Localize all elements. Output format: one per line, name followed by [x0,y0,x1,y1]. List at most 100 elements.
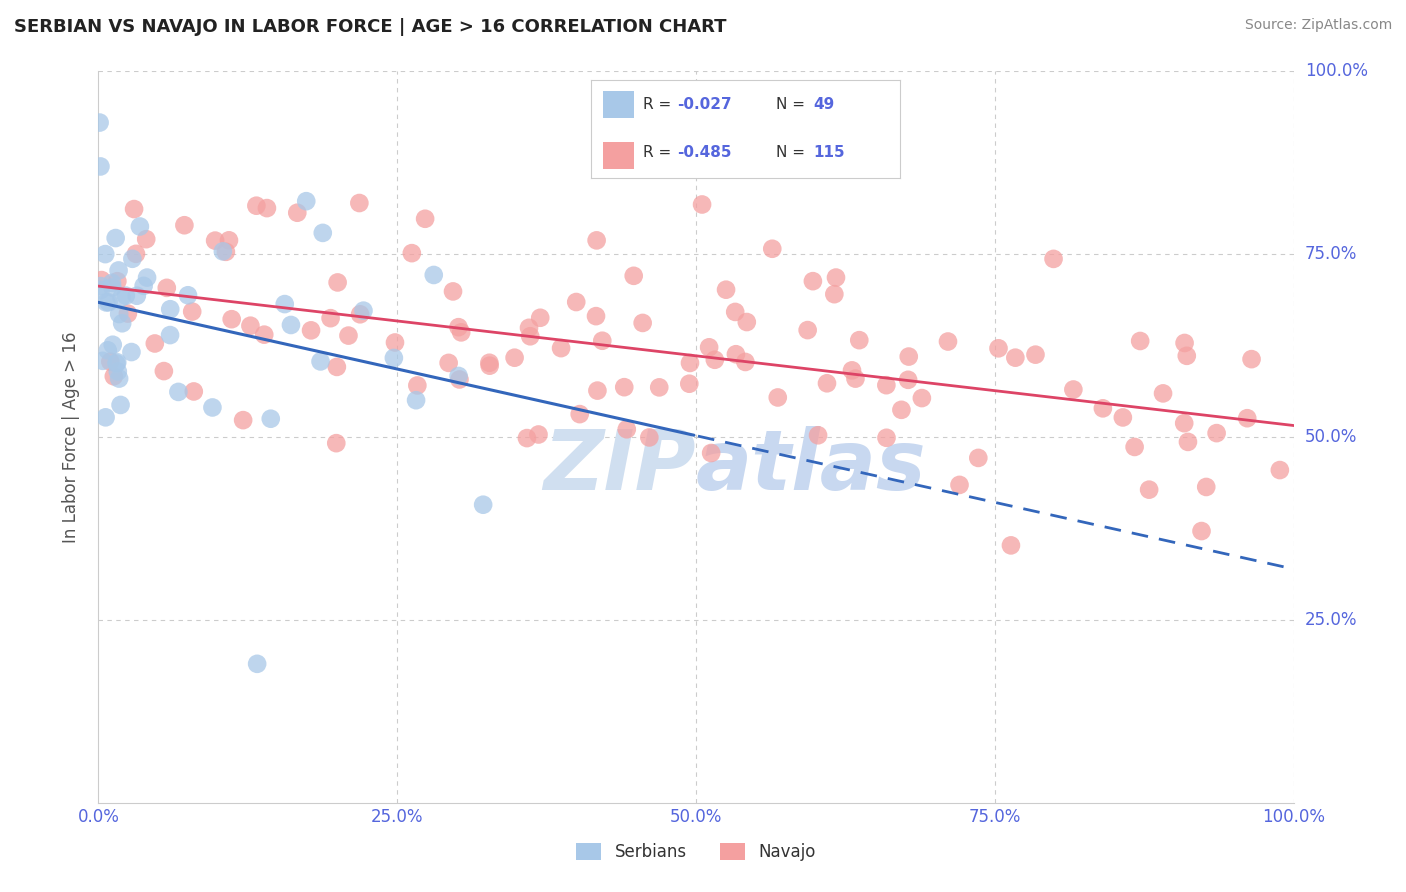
Point [1191,524,1213,538]
Point [638,430,661,444]
Point [246,657,269,671]
Point [218,233,240,247]
Point [565,295,588,310]
Point [586,384,609,398]
Point [848,333,870,347]
Point [101,276,124,290]
Point [105,355,128,369]
Point [90,283,112,297]
Point [94,247,117,261]
Point [1091,401,1114,416]
Point [107,263,129,277]
Point [349,307,371,321]
Point [105,274,128,288]
Point [353,303,375,318]
Point [1024,348,1046,362]
Point [890,402,912,417]
Point [110,290,132,304]
Point [309,354,332,368]
Point [591,334,613,348]
Point [714,283,737,297]
Point [678,376,700,391]
Y-axis label: In Labor Force | Age > 16: In Labor Force | Age > 16 [62,331,80,543]
Point [253,327,276,342]
Point [734,355,756,369]
Point [1000,538,1022,552]
Point [177,288,200,302]
Point [700,446,723,460]
Point [319,311,342,326]
Point [550,341,572,355]
Point [703,352,725,367]
Text: 25.0%: 25.0% [1305,611,1357,629]
Point [413,211,436,226]
Point [585,233,607,247]
Point [104,231,127,245]
Point [807,428,830,442]
Point [967,450,990,465]
Point [143,336,166,351]
Point [256,201,278,215]
Point [105,356,128,370]
Point [239,318,262,333]
Point [295,194,318,209]
Text: 75.0%: 75.0% [1305,245,1357,263]
Point [173,219,195,233]
Point [221,312,243,326]
Point [447,368,470,383]
Point [136,270,159,285]
Text: Source: ZipAtlas.com: Source: ZipAtlas.com [1244,18,1392,32]
Text: 115: 115 [813,145,845,161]
Point [897,373,920,387]
Point [299,323,322,337]
Text: atlas: atlas [696,425,927,507]
Point [1205,426,1227,441]
Text: -0.027: -0.027 [678,97,731,112]
Point [97,343,120,358]
Point [1129,334,1152,348]
Point [875,378,897,392]
Point [478,356,501,370]
Point [1177,434,1199,449]
Point [568,407,591,421]
Point [1123,440,1146,454]
Point [156,281,179,295]
Point [527,427,550,442]
Point [724,305,747,319]
Text: ZIP: ZIP [543,425,696,507]
Point [110,398,132,412]
Point [1112,410,1135,425]
Point [1042,252,1064,266]
Point [423,268,446,282]
Text: R =: R = [643,97,676,112]
Point [616,422,638,436]
Point [108,371,131,385]
Point [167,384,190,399]
Point [349,196,371,211]
Point [96,295,118,310]
Point [245,199,267,213]
Bar [603,91,634,118]
Point [97,295,120,310]
Point [823,287,845,301]
Point [120,345,142,359]
Point [1240,352,1263,367]
Point [519,329,541,343]
Point [841,363,863,377]
Point [405,393,427,408]
Point [326,276,349,290]
Point [312,226,335,240]
Legend: Serbians, Navajo: Serbians, Navajo [569,836,823,868]
Point [529,310,551,325]
Point [382,351,405,365]
Point [204,234,226,248]
Text: -0.485: -0.485 [678,145,731,161]
Point [125,247,148,261]
Point [153,364,176,378]
Point [122,202,145,216]
Point [183,384,205,399]
Text: SERBIAN VS NAVAJO IN LABOR FORCE | AGE > 16 CORRELATION CHART: SERBIAN VS NAVAJO IN LABOR FORCE | AGE >… [14,18,727,36]
Point [987,341,1010,355]
Point [697,340,720,354]
Point [679,356,702,370]
